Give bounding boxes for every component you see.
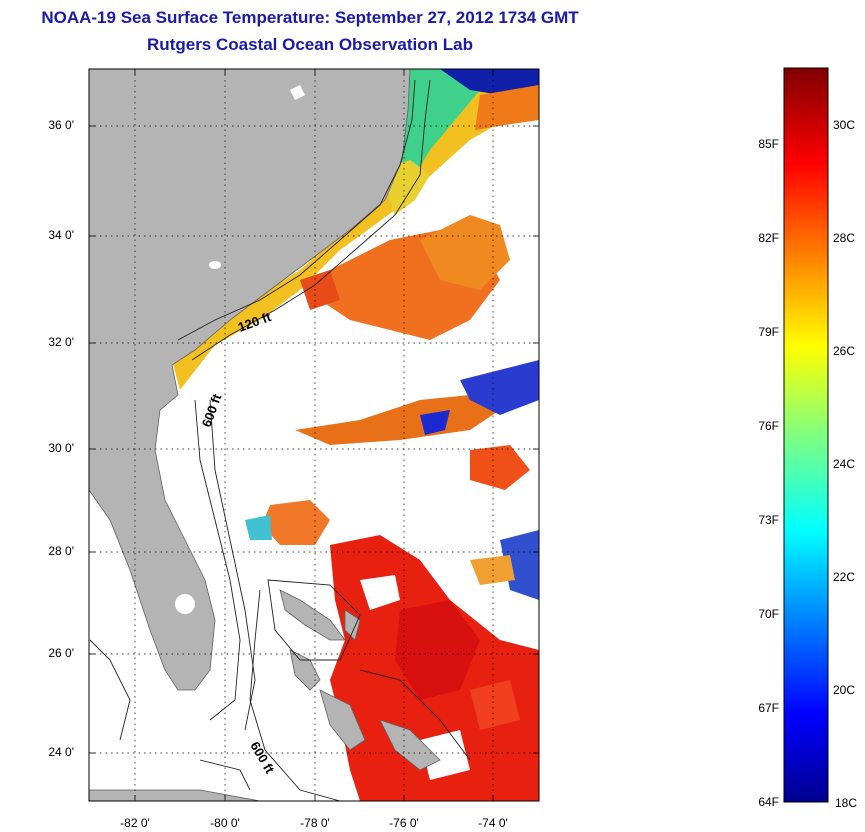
cb-label-79f: 79F [758,325,779,339]
lat-label-24: 24 0' [48,745,74,759]
cb-label-28c: 28C [833,231,856,245]
lon-label-80: -80 0' [210,816,240,830]
lon-label-82: -82 0' [120,816,150,830]
cb-label-64f: 64F [758,795,779,809]
cb-label-30c: 30C [833,118,856,132]
lake-okeechobee [175,594,195,614]
lat-label-26: 26 0' [48,646,74,660]
cb-label-18c: 18C [835,796,858,810]
cb-label-85f: 85F [758,137,779,151]
map-area [89,69,539,801]
cb-label-22c: 22C [833,570,856,584]
cb-label-24c: 24C [833,457,856,471]
cb-label-26c: 26C [833,344,856,358]
bathymetry-contours [89,79,471,801]
cb-label-82f: 82F [758,231,779,245]
lat-label-32: 32 0' [48,335,74,349]
cb-label-20c: 20C [833,683,856,697]
map-subtitle: Rutgers Coastal Ocean Observation Lab [147,35,473,54]
lat-label-28: 28 0' [48,544,74,558]
lat-label-36: 36 0' [48,118,74,132]
lat-label-30: 30 0' [48,441,74,455]
lon-label-78: -78 0' [300,816,330,830]
lon-label-76: -76 0' [389,816,419,830]
landmass [89,69,441,801]
lat-label-34: 34 0' [48,228,74,242]
cb-label-70f: 70F [758,607,779,621]
cb-label-67f: 67F [758,701,779,715]
lake [290,85,305,100]
lon-label-74: -74 0' [478,816,508,830]
map-frame [88,68,540,802]
lake [209,261,221,269]
colorbar [783,67,829,803]
map-title: NOAA-19 Sea Surface Temperature: Septemb… [41,8,579,27]
axis-ticks [89,69,539,801]
cb-label-73f: 73F [758,513,779,527]
cb-label-76f: 76F [758,419,779,433]
sst-data-layer [172,69,539,801]
graticule [89,69,539,801]
